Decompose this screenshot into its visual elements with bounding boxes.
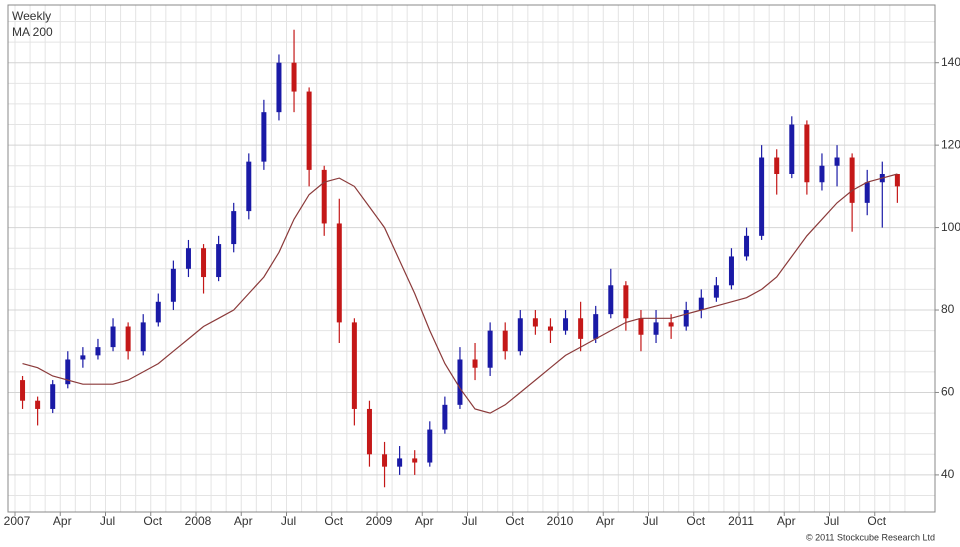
candle-body [713,285,719,298]
candle-body [593,314,599,339]
candle-body [110,326,116,348]
candle-body [412,458,418,463]
candle-body [35,400,41,409]
candle-body [351,322,357,409]
candle-body [472,359,478,368]
candle-body [532,318,538,327]
candle-body [638,318,644,335]
candle-body [397,458,403,467]
x-tick-label: Apr [234,514,253,528]
candle-body [201,248,207,278]
x-tick-label: Oct [505,514,524,528]
candle-body [366,408,372,455]
candle-body [653,322,659,335]
candle-body [170,268,176,302]
candle-body [50,384,56,409]
candle-body [261,112,267,162]
x-tick-label: 2011 [728,514,754,528]
candle-body [502,330,508,352]
candle-body [291,62,297,92]
y-tick-label: 80 [941,302,955,316]
y-tick-label: 120 [941,137,960,151]
candle-body [834,157,840,166]
candle-body [125,326,131,352]
x-tick-label: Oct [324,514,343,528]
candle-body [231,211,237,245]
candle-body [819,165,825,183]
candle-body [246,161,252,212]
x-tick-label: Jul [462,514,477,528]
candle-body [155,301,161,323]
candle-body [80,355,86,360]
candle-body [185,248,191,269]
candle-body [608,285,614,315]
x-tick-label: 2008 [185,514,212,528]
y-tick-label: 40 [941,467,955,481]
candle-body [20,380,26,401]
grid: 40 60 80 100 120 140 2007 Apr Jul Oct 2008 Apr Jul Oc… [4,5,960,528]
x-tick-label: Jul [281,514,296,528]
candle-body [457,359,463,405]
x-tick-label: Jul [100,514,115,528]
x-tick-label: Apr [415,514,434,528]
candle-body [336,223,342,323]
x-tick-label: Apr [596,514,615,528]
marks [20,29,900,488]
candle-body [728,256,734,286]
x-tick-label: Apr [53,514,72,528]
candle-body [65,359,71,385]
candle-body [789,124,795,174]
y-tick-label: 140 [941,55,960,69]
y-tick-label: 60 [941,385,955,399]
x-tick-label: Apr [777,514,796,528]
x-tick-label: 2010 [547,514,574,528]
candle-body [804,124,810,183]
legend-candles: Weekly [12,9,51,23]
x-tick-label: Oct [686,514,705,528]
candle-body [759,157,765,236]
ma-line [22,173,898,414]
x-tick-label: 2007 [4,514,31,528]
candle-body [894,174,900,187]
x-tick-label: Jul [824,514,839,528]
candle-body [276,62,282,113]
candle-body [668,322,674,327]
candle-body [95,347,101,356]
candle-body [517,318,523,352]
x-tick-label: 2009 [366,514,393,528]
y-tick-label: 100 [941,220,960,234]
candle-body [321,169,327,224]
candle-body [864,182,870,203]
candle-body [442,404,448,430]
candle-body [578,318,584,339]
candle-body [382,454,388,467]
plot-border [7,4,936,513]
legend-ma: MA 200 [12,25,53,39]
x-tick-label: Oct [867,514,886,528]
copyright: © 2011 Stockcube Research Ltd [806,532,935,542]
candle-body [306,91,312,170]
x-tick-label: Oct [143,514,162,528]
candle-body [547,326,553,331]
candle-body [623,285,629,319]
candle-body [683,310,689,327]
x-tick-label: Jul [643,514,658,528]
candle-body [563,318,569,331]
candle-body [849,157,855,203]
candle-body [140,322,146,352]
candle-body [427,429,433,463]
candle-body [487,330,493,368]
candle-body [698,297,704,311]
candle-body [216,244,222,278]
candle-body [744,235,750,257]
candle-body [774,157,780,174]
